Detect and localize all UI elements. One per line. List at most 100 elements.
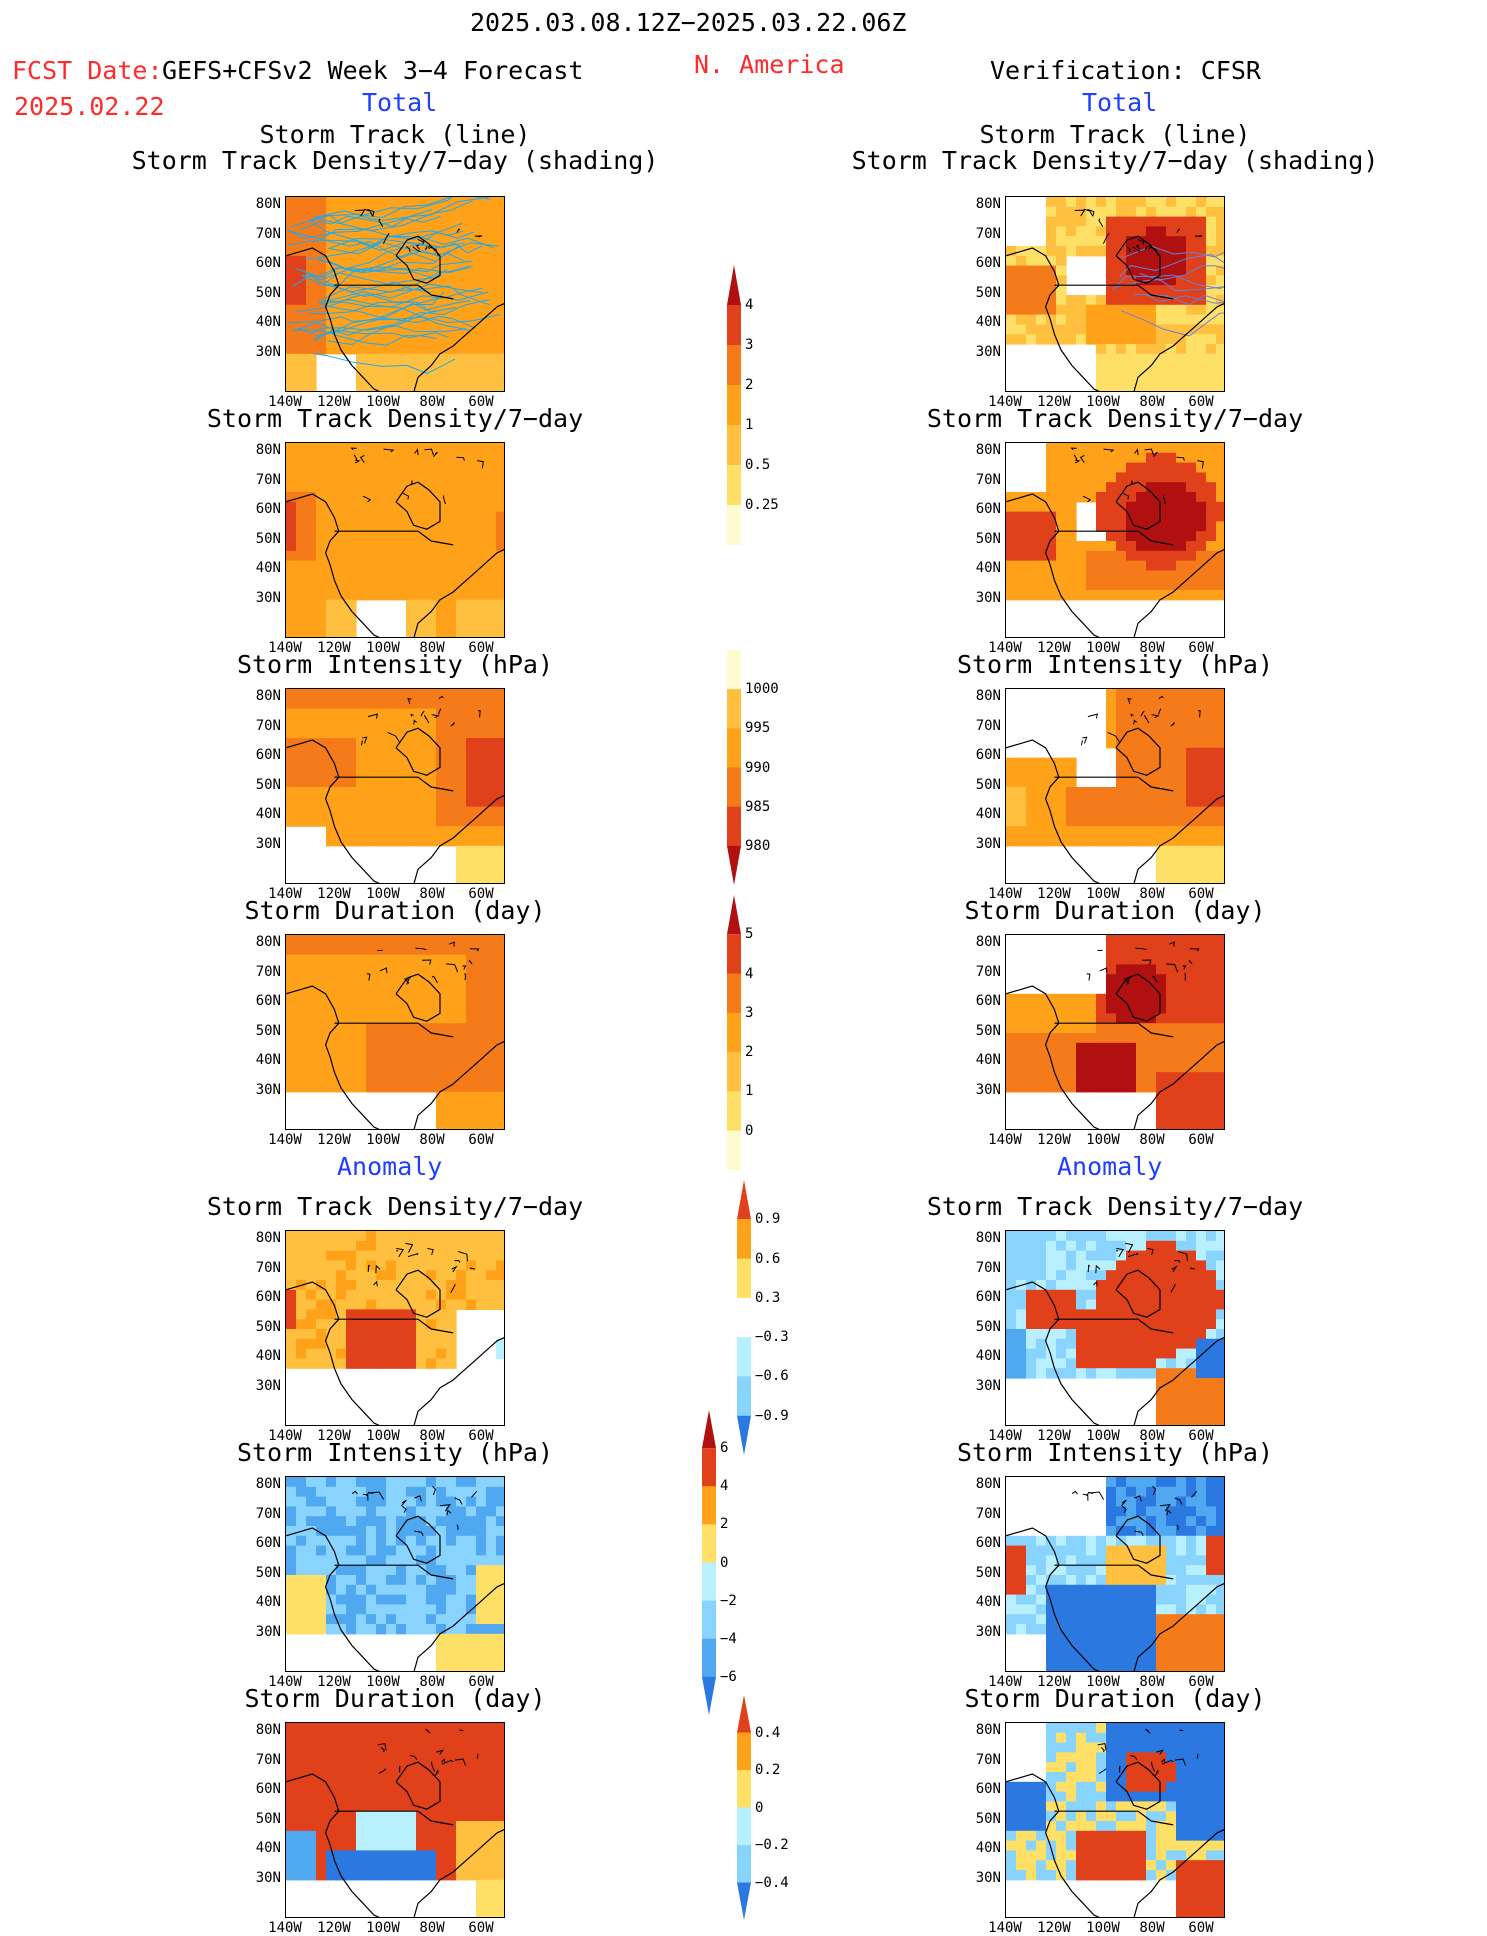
panel-title-track-l-0: Storm Track (line) <box>95 120 695 149</box>
lat-label: 40N <box>241 1594 281 1610</box>
colorbar-swatch <box>737 1337 751 1377</box>
island-outline <box>399 1766 400 1773</box>
colorbar-label: −0.9 <box>755 1408 789 1424</box>
colorbar-label: 0.4 <box>755 1725 780 1741</box>
colorbar-swatch <box>727 1013 741 1053</box>
lat-label: 40N <box>961 1840 1001 1856</box>
colorbar-swatch <box>702 1677 716 1715</box>
island-outline <box>1132 481 1133 485</box>
map-aduration-l <box>285 1722 505 1918</box>
colorbar-label: −2 <box>720 1593 737 1609</box>
colorbar-swatch <box>737 1845 751 1883</box>
lon-label: 60W <box>451 1132 511 1148</box>
lat-label: 30N <box>961 1082 1001 1098</box>
colorbar-intensity_anom <box>702 1410 718 1715</box>
lat-label: 40N <box>961 806 1001 822</box>
lat-label: 80N <box>241 196 281 212</box>
lon-label: 60W <box>1171 1920 1231 1936</box>
lat-label: 40N <box>961 1348 1001 1364</box>
colorbar-label: −0.4 <box>755 1875 789 1891</box>
lat-label: 70N <box>241 226 281 242</box>
island-outline <box>1089 1492 1103 1500</box>
map-track-r <box>1005 196 1225 392</box>
total-label-left: Total <box>362 88 437 117</box>
island-outline <box>477 1754 478 1759</box>
lat-label: 60N <box>961 501 1001 517</box>
island-outline <box>1082 737 1086 743</box>
colorbar-swatch <box>737 1416 751 1455</box>
colorbar-swatch <box>737 1298 751 1338</box>
lat-label: 50N <box>961 1811 1001 1827</box>
colorbar-label: −0.6 <box>755 1368 789 1384</box>
colorbar-swatch <box>727 505 741 545</box>
lat-label: 40N <box>961 1052 1001 1068</box>
lat-label: 50N <box>241 1565 281 1581</box>
island-outline <box>460 1730 464 1731</box>
lon-label: 60W <box>451 1920 511 1936</box>
map-aintensity-l <box>285 1476 505 1672</box>
lat-label: 30N <box>241 590 281 606</box>
lat-label: 80N <box>241 1722 281 1738</box>
lat-label: 60N <box>241 993 281 1009</box>
colorbar-label: 4 <box>745 297 753 313</box>
lat-label: 70N <box>961 718 1001 734</box>
lat-label: 40N <box>961 1594 1001 1610</box>
map-duration-r <box>1005 934 1225 1130</box>
lat-label: 40N <box>241 806 281 822</box>
lat-label: 70N <box>241 472 281 488</box>
lat-label: 50N <box>961 777 1001 793</box>
lat-label: 40N <box>241 1052 281 1068</box>
lat-label: 80N <box>241 934 281 950</box>
lat-label: 80N <box>241 442 281 458</box>
colorbar-swatch <box>727 768 741 808</box>
colorbar-swatch <box>727 385 741 426</box>
colorbar-swatch <box>727 689 741 729</box>
colorbar-swatch <box>737 1376 751 1416</box>
colorbar-label: −0.2 <box>755 1837 789 1853</box>
island-outline <box>1072 1491 1077 1494</box>
lat-label: 30N <box>961 1624 1001 1640</box>
colorbar-swatch <box>702 1639 716 1678</box>
colorbar-label: 3 <box>745 1005 753 1021</box>
colorbar-label: 4 <box>745 966 753 982</box>
map-density-l <box>285 442 505 638</box>
lat-label: 70N <box>241 1752 281 1768</box>
lat-label: 60N <box>241 1289 281 1305</box>
map-duration-l <box>285 934 505 1130</box>
colorbar-swatch <box>727 1052 741 1092</box>
island-outline <box>465 973 466 980</box>
anomaly-label-right: Anomaly <box>1057 1152 1162 1181</box>
panel-title-density-l-0: Storm Track Density/7−day <box>95 404 695 433</box>
map-intensity-l <box>285 688 505 884</box>
lat-label: 60N <box>241 747 281 763</box>
colorbar-label: 0.5 <box>745 457 770 473</box>
lat-label: 80N <box>961 442 1001 458</box>
colorbar-density_total <box>727 265 743 545</box>
lat-label: 80N <box>961 688 1001 704</box>
period-title: 2025.03.08.12Z−2025.03.22.06Z <box>470 8 907 37</box>
lat-label: 70N <box>961 226 1001 242</box>
colorbar-label: 0 <box>745 1123 753 1139</box>
panel-title-aduration-r-0: Storm Duration (day) <box>815 1684 1415 1713</box>
verification-title: Verification: CFSR <box>990 56 1261 85</box>
colorbar-label: 0 <box>755 1800 763 1816</box>
panel-title-aintensity-l-0: Storm Intensity (hPa) <box>95 1438 695 1467</box>
lat-label: 30N <box>241 1870 281 1886</box>
colorbar-label: 0.6 <box>755 1251 780 1267</box>
colorbar-swatch <box>727 934 741 974</box>
lat-label: 40N <box>961 560 1001 576</box>
lat-label: 30N <box>961 1378 1001 1394</box>
colorbar-label: −6 <box>720 1669 737 1685</box>
colorbar-swatch <box>702 1410 716 1448</box>
lat-label: 80N <box>961 934 1001 950</box>
colorbar-swatch <box>727 807 741 847</box>
colorbar-swatch <box>702 1563 716 1602</box>
colorbar-label: 0.3 <box>755 1290 780 1306</box>
colorbar-swatch <box>702 1524 716 1563</box>
map-aduration-r <box>1005 1722 1225 1918</box>
lat-label: 70N <box>961 1506 1001 1522</box>
lat-label: 50N <box>961 531 1001 547</box>
lat-label: 60N <box>241 501 281 517</box>
colorbar-swatch <box>727 974 741 1014</box>
colorbar-label: 1000 <box>745 681 779 697</box>
